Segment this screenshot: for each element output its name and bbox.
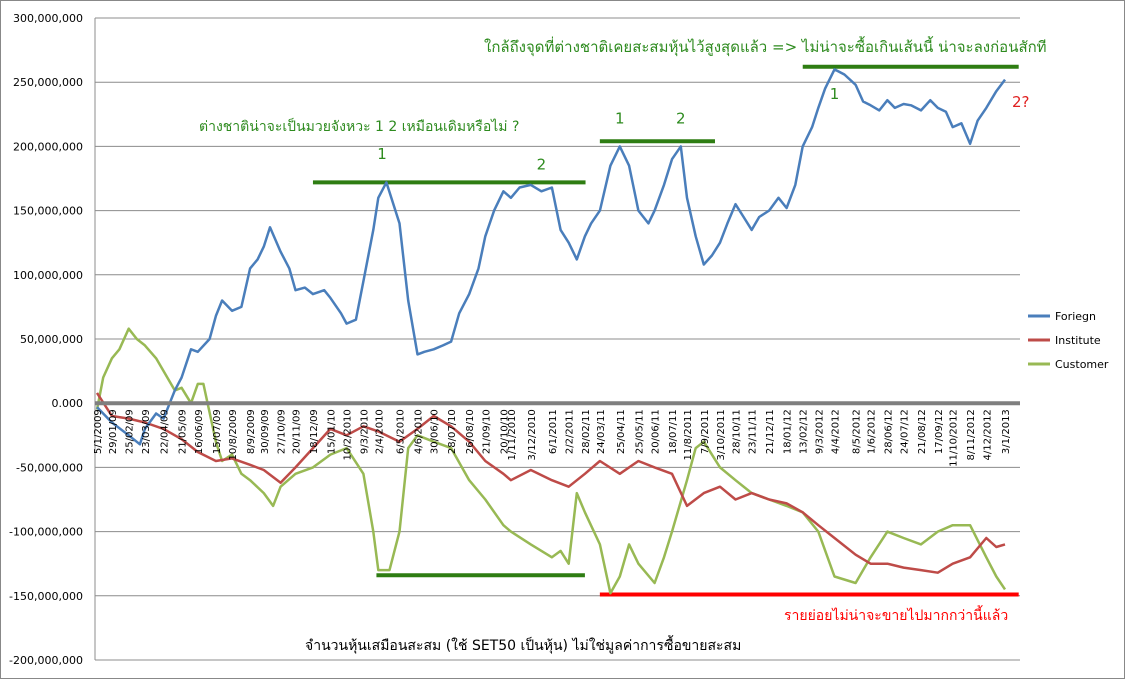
x-tick-label: 4/4/2012 <box>830 409 841 454</box>
x-tick-label: 8/5/2012 <box>852 409 863 454</box>
x-tick-label: 6/5/2010 <box>395 409 406 454</box>
series-line-foriegn <box>96 68 1006 446</box>
y-tick-label: 0.000 <box>52 397 84 410</box>
x-tick-label: 28/02/11 <box>581 409 592 454</box>
x-tick-label: 11/10/2012 <box>949 409 960 467</box>
x-tick-label: 15/01/10 <box>326 409 337 454</box>
peak-marker: 2 <box>537 156 547 174</box>
x-tick-label: 3/1/2013 <box>1001 409 1012 454</box>
x-tick-label: 25/04/11 <box>616 409 627 454</box>
x-tick-label: 20/10/10 <box>499 409 510 454</box>
x-tick-label: 21/08/12 <box>917 409 928 454</box>
x-tick-label: 17/09/12 <box>934 409 945 454</box>
y-tick-label: -150,000,000 <box>9 590 83 603</box>
x-tick-label: 20/06/11 <box>651 409 662 454</box>
x-tick-label: 16/06/09 <box>194 409 205 454</box>
x-tick-label: 7/9/2011 <box>700 409 711 454</box>
x-tick-label: 30/06/10 <box>430 409 441 454</box>
x-tick-label: 9/3/2010 <box>359 409 370 454</box>
top-annotation: ใกล้ถึงจุดที่ต่างชาติเคยสะสมหุ้นไว้สูงสุ… <box>484 36 1047 57</box>
peak-marker: 1 <box>615 109 625 127</box>
x-tick-label: 11/8/2011 <box>683 409 694 460</box>
x-tick-label: 1/6/2012 <box>867 409 878 454</box>
marker-2-question: 2? <box>1012 93 1030 111</box>
y-tick-label: -100,000,000 <box>9 526 83 539</box>
y-tick-label: 250,000,000 <box>13 76 83 89</box>
peak-marker: 1 <box>377 145 387 163</box>
x-tick-label: 13/02/12 <box>799 409 810 454</box>
x-tick-label: 3/12/2010 <box>527 409 538 460</box>
y-tick-label: 200,000,000 <box>13 140 83 153</box>
legend: Foriegn Institute Customer <box>1028 310 1109 371</box>
x-tick-label: 30/09/09 <box>260 409 271 454</box>
x-tick-label: 24/07/12 <box>900 409 911 454</box>
x-tick-label: 5/1/2009 <box>93 409 104 454</box>
series-lines <box>95 68 1007 595</box>
x-tick-label: 27/10/09 <box>277 409 288 454</box>
x-tick-label: 28/06/12 <box>883 409 894 454</box>
bottom-caption: จำนวนหุ้นเสมือนสะสม (ใช้ SET50 เป็นหุ้น)… <box>305 635 741 654</box>
y-tick-label: -200,000,000 <box>9 654 83 667</box>
x-tick-label: 23/03/09 <box>141 409 152 454</box>
reference-lines <box>312 64 1019 597</box>
x-tick-label: 3/10/2011 <box>716 409 727 460</box>
x-tick-label: 24/03/11 <box>596 409 607 454</box>
x-tick-label: 9/3/2012 <box>814 409 825 454</box>
x-tick-label: 18/12/09 <box>309 409 320 454</box>
x-tick-label: 22/04/09 <box>160 409 171 454</box>
x-tick-label: 18/07/11 <box>668 409 679 454</box>
x-tick-label: 8/9/2009 <box>246 409 257 454</box>
peak-marker: 1 <box>830 85 840 103</box>
x-tick-label: 8/11/2012 <box>966 409 977 460</box>
x-axis-ticks: 5/1/2009 29/01/09 25/02/09 23/03/09 22/04/09… <box>93 409 1012 467</box>
x-tick-label: 25/05/11 <box>634 409 645 454</box>
y-tick-label: 150,000,000 <box>13 205 83 218</box>
x-tick-label: 2/2/2011 <box>565 409 576 454</box>
y-tick-label: 300,000,000 <box>13 12 83 25</box>
x-tick-label: 28/10/11 <box>732 409 743 454</box>
y-tick-label: -50,000,000 <box>16 461 83 474</box>
x-tick-label: 28/07/10 <box>447 409 458 454</box>
x-tick-label: 23/11/11 <box>748 409 759 454</box>
x-tick-label: 20/11/09 <box>292 409 303 454</box>
x-tick-label: 25/02/09 <box>125 409 136 454</box>
y-axis-ticks: 300,000,000 250,000,000 200,000,000 150,000… <box>9 12 83 667</box>
x-tick-label: 26/08/10 <box>465 409 476 454</box>
peak-markers: 1 2 1 2 1 <box>377 85 839 174</box>
y-tick-label: 100,000,000 <box>13 269 83 282</box>
x-tick-label: 10/8/2009 <box>228 409 239 460</box>
x-tick-label: 4/12/2012 <box>982 409 993 460</box>
red-annotation: รายย่อยไม่น่าจะขายไปมากกว่านี้แล้ว <box>784 605 1008 624</box>
x-tick-label: 2/4/2010 <box>374 409 385 454</box>
x-tick-label: 29/01/09 <box>108 409 119 454</box>
y-tick-label: 50,000,000 <box>20 333 83 346</box>
peak-marker: 2 <box>676 109 686 127</box>
x-tick-label: 21/12/11 <box>765 409 776 454</box>
series-line-customer <box>95 327 1007 595</box>
x-tick-label: 21/05/09 <box>178 409 189 454</box>
mid-annotation: ต่างชาติน่าจะเป็นมวยจังหวะ 1 2 เหมือนเดิ… <box>199 117 519 135</box>
x-tick-label: 21/09/10 <box>481 409 492 454</box>
x-tick-label: 18/01/12 <box>783 409 794 454</box>
x-tick-label: 10/2/2010 <box>343 409 354 460</box>
x-tick-label: 1/11/2010 <box>507 409 518 460</box>
series-line-institute <box>95 392 1006 574</box>
x-tick-label: 6/1/2011 <box>548 409 559 454</box>
x-tick-label: 15/07/09 <box>212 409 223 454</box>
legend-label-institute: Institute <box>1055 334 1101 347</box>
legend-label-foriegn: Foriegn <box>1055 310 1096 323</box>
legend-label-customer: Customer <box>1055 358 1109 371</box>
x-tick-label: 4/6/2010 <box>414 409 425 454</box>
